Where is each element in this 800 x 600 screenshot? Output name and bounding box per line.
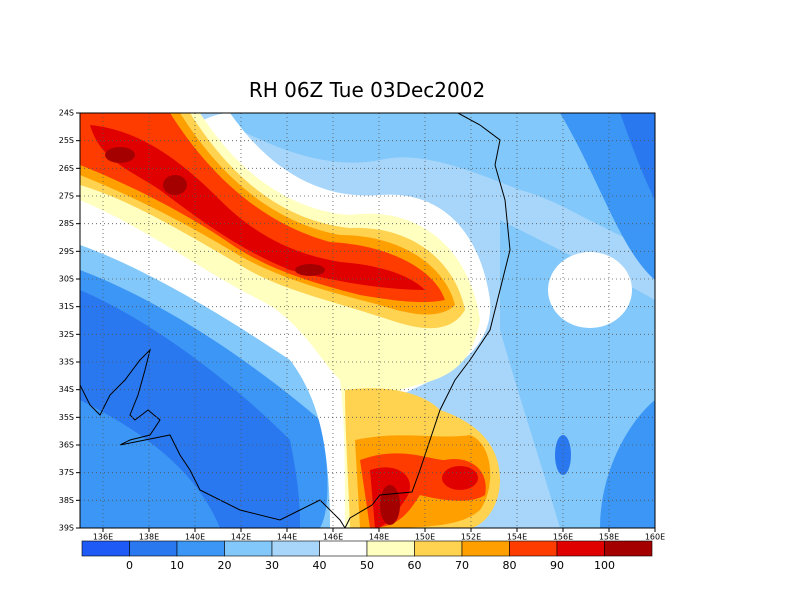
colorbar-label: 0 [126, 559, 133, 572]
contour-fill [90, 125, 425, 290]
coastline [80, 348, 346, 528]
colorbar-box [271, 540, 320, 557]
lon-tick-label: 140E [185, 533, 205, 542]
lon-tick-label: 150E [415, 533, 435, 542]
lat-tick-label: 35S [59, 413, 74, 422]
lon-tick-label: 158E [599, 533, 619, 542]
contour-fill [80, 290, 300, 528]
contour-fill [555, 435, 571, 475]
lon-tick-label: 138E [139, 533, 159, 542]
colorbar-box [414, 540, 463, 557]
contour-fill [105, 147, 135, 163]
lon-tick-label: 152E [461, 533, 481, 542]
contour-fill [295, 264, 325, 276]
colorbar-box [461, 540, 510, 557]
map-title: RH 06Z Tue 03Dec2002 [249, 78, 485, 102]
colorbar-box [129, 540, 178, 557]
contour-fill [220, 113, 655, 250]
lon-tick-label: 146E [323, 533, 343, 542]
colorbar-label: 90 [550, 559, 564, 572]
colorbar-box [224, 540, 273, 557]
lon-tick-label: 154E [507, 533, 527, 542]
contour-fill [560, 113, 655, 280]
lat-tick-label: 26S [59, 164, 74, 173]
colorbar-label: 100 [594, 559, 615, 572]
contour-fill [163, 175, 187, 195]
lon-tick-label: 148E [369, 533, 389, 542]
grid [76, 112, 656, 532]
contour-fill [548, 252, 632, 328]
colorbar-box [81, 540, 130, 557]
colorbar-label: 50 [360, 559, 374, 572]
contour-field [80, 113, 655, 528]
lat-tick-label: 24S [59, 109, 74, 118]
contour-fill [380, 485, 400, 525]
colorbar-label: 30 [265, 559, 279, 572]
colorbar-box [604, 540, 653, 557]
contour-fill [620, 113, 655, 200]
lat-tick-label: 30S [59, 275, 74, 284]
lat-tick-label: 25S [59, 136, 74, 145]
coastline [344, 113, 511, 528]
colorbar-box [556, 540, 605, 557]
lat-tick-label: 36S [59, 441, 74, 450]
lon-tick-label: 144E [277, 533, 297, 542]
colorbar-box [509, 540, 558, 557]
colorbar-label: 70 [455, 559, 469, 572]
lat-tick-label: 34S [59, 385, 74, 394]
colorbar-box [366, 540, 415, 557]
lat-tick-label: 32S [59, 330, 74, 339]
lat-tick-label: 28S [59, 219, 74, 228]
colorbar-label: 40 [313, 559, 327, 572]
lat-tick-label: 38S [59, 496, 74, 505]
colorbar-label: 20 [218, 559, 232, 572]
colorbar-label: 10 [170, 559, 184, 572]
lat-tick-label: 27S [59, 192, 74, 201]
lat-tick-label: 39S [59, 524, 74, 533]
lat-tick-label: 33S [59, 358, 74, 367]
colorbar-label: 80 [503, 559, 517, 572]
contour-fill [600, 400, 655, 528]
colorbar: 0 10 20 30 40 50 60 70 80 90 100 [81, 540, 653, 572]
lat-tick-label: 31S [59, 302, 74, 311]
lon-tick-label: 136E [93, 533, 113, 542]
colorbar-box [176, 540, 225, 557]
lon-tick-label: 156E [553, 533, 573, 542]
lon-tick-label: 142E [231, 533, 251, 542]
colorbar-box [319, 540, 368, 557]
contour-fill [442, 466, 478, 490]
colorbar-label: 60 [408, 559, 422, 572]
lon-tick-label: 160E [645, 533, 665, 542]
lat-tick-label: 29S [59, 247, 74, 256]
lat-tick-label: 37S [59, 468, 74, 477]
plot-frame [79, 112, 656, 529]
